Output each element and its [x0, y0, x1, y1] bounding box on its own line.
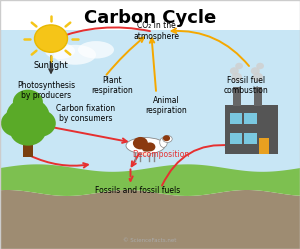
Circle shape	[251, 67, 260, 75]
FancyBboxPatch shape	[254, 87, 262, 106]
Text: Plant
respiration: Plant respiration	[92, 76, 134, 95]
Circle shape	[34, 25, 68, 52]
Circle shape	[6, 98, 50, 134]
FancyBboxPatch shape	[230, 133, 242, 144]
Circle shape	[235, 63, 243, 69]
Text: Animal
respiration: Animal respiration	[146, 96, 188, 115]
Text: Photosynthesis
by producers: Photosynthesis by producers	[17, 81, 76, 100]
Ellipse shape	[126, 137, 165, 154]
Ellipse shape	[141, 152, 150, 155]
Circle shape	[230, 67, 239, 75]
FancyBboxPatch shape	[244, 113, 256, 124]
Text: CO₂ in the
atmosphere: CO₂ in the atmosphere	[133, 21, 179, 41]
Text: Carbon Cycle: Carbon Cycle	[84, 9, 216, 27]
Circle shape	[163, 135, 170, 141]
FancyBboxPatch shape	[230, 113, 242, 124]
Circle shape	[142, 144, 151, 152]
FancyBboxPatch shape	[22, 132, 33, 157]
FancyBboxPatch shape	[225, 105, 278, 154]
Ellipse shape	[45, 43, 75, 59]
FancyBboxPatch shape	[259, 138, 269, 154]
FancyBboxPatch shape	[244, 133, 256, 144]
Circle shape	[231, 73, 242, 82]
Circle shape	[23, 110, 56, 137]
Polygon shape	[0, 164, 300, 196]
Circle shape	[13, 90, 43, 115]
Ellipse shape	[163, 135, 172, 142]
Circle shape	[145, 142, 155, 151]
Bar	[0, 0, 300, 182]
FancyBboxPatch shape	[232, 87, 241, 106]
Text: Fossils and fossil fuels: Fossils and fossil fuels	[95, 186, 181, 195]
Polygon shape	[0, 190, 300, 249]
Circle shape	[133, 137, 148, 149]
Ellipse shape	[54, 45, 96, 65]
Text: Carbon fixation
by consumers: Carbon fixation by consumers	[56, 104, 115, 123]
Bar	[0, 0, 300, 20]
Text: Fossil fuel
combustion: Fossil fuel combustion	[224, 76, 268, 95]
Circle shape	[252, 73, 263, 82]
Text: Decomposition: Decomposition	[132, 150, 189, 159]
Text: © ScienceFacts.net: © ScienceFacts.net	[123, 238, 177, 243]
Text: Sunlight: Sunlight	[34, 61, 68, 70]
Ellipse shape	[78, 41, 114, 59]
Ellipse shape	[160, 137, 167, 147]
Circle shape	[256, 63, 264, 69]
Circle shape	[10, 116, 46, 146]
Bar	[0, 0, 300, 30]
Circle shape	[1, 110, 34, 137]
